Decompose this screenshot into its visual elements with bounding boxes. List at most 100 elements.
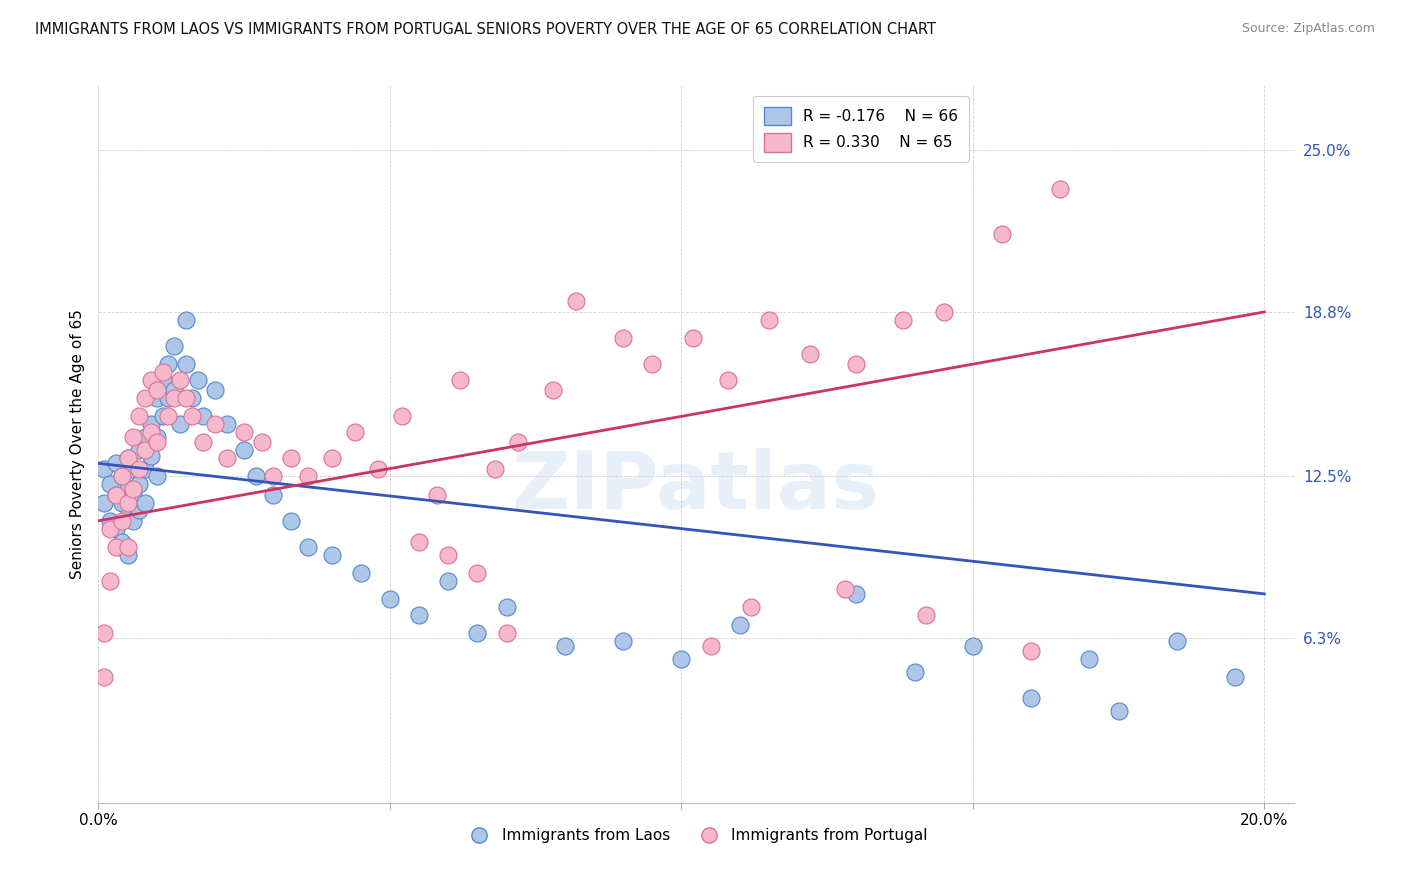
Text: IMMIGRANTS FROM LAOS VS IMMIGRANTS FROM PORTUGAL SENIORS POVERTY OVER THE AGE OF: IMMIGRANTS FROM LAOS VS IMMIGRANTS FROM … — [35, 22, 936, 37]
Immigrants from Portugal — [932, 305, 955, 319]
Immigrants from Portugal — [104, 540, 127, 554]
Immigrants from Portugal — [111, 469, 134, 483]
Immigrants from Portugal — [122, 430, 145, 444]
Immigrants from Portugal — [321, 451, 343, 466]
Immigrants from Laos — [728, 618, 751, 632]
Immigrants from Portugal — [98, 522, 121, 536]
Immigrants from Laos — [134, 495, 156, 509]
Immigrants from Laos — [233, 443, 256, 458]
Immigrants from Laos — [962, 639, 984, 653]
Immigrants from Laos — [1108, 705, 1130, 719]
Immigrants from Portugal — [565, 294, 588, 309]
Immigrants from Laos — [117, 508, 139, 523]
Immigrants from Laos — [93, 495, 115, 509]
Immigrants from Portugal — [93, 670, 115, 684]
Immigrants from Laos — [145, 430, 167, 444]
Immigrants from Laos — [321, 548, 343, 562]
Immigrants from Portugal — [180, 409, 202, 424]
Immigrants from Laos — [152, 409, 174, 424]
Immigrants from Portugal — [495, 626, 517, 640]
Immigrants from Portugal — [134, 443, 156, 458]
Immigrants from Portugal — [157, 409, 180, 424]
Immigrants from Portugal — [193, 435, 215, 450]
Immigrants from Portugal — [204, 417, 226, 432]
Immigrants from Portugal — [758, 312, 780, 326]
Immigrants from Laos — [145, 391, 167, 405]
Immigrants from Laos — [554, 639, 576, 653]
Immigrants from Laos — [262, 488, 284, 502]
Immigrants from Laos — [117, 451, 139, 466]
Immigrants from Laos — [1166, 634, 1188, 648]
Immigrants from Laos — [128, 477, 150, 491]
Immigrants from Laos — [169, 417, 191, 432]
Text: ZIPatlas: ZIPatlas — [512, 448, 880, 526]
Immigrants from Laos — [128, 503, 150, 517]
Immigrants from Portugal — [682, 331, 704, 345]
Immigrants from Laos — [378, 592, 401, 607]
Immigrants from Laos — [903, 665, 925, 680]
Immigrants from Portugal — [174, 391, 197, 405]
Immigrants from Portugal — [799, 347, 821, 361]
Immigrants from Laos — [104, 456, 127, 470]
Immigrants from Portugal — [215, 451, 238, 466]
Immigrants from Portugal — [641, 357, 664, 371]
Immigrants from Laos — [134, 461, 156, 475]
Legend: Immigrants from Laos, Immigrants from Portugal: Immigrants from Laos, Immigrants from Po… — [458, 822, 934, 849]
Immigrants from Laos — [408, 607, 430, 622]
Immigrants from Laos — [104, 488, 127, 502]
Immigrants from Laos — [612, 634, 634, 648]
Immigrants from Laos — [1078, 652, 1101, 666]
Immigrants from Laos — [152, 373, 174, 387]
Immigrants from Laos — [145, 469, 167, 483]
Immigrants from Portugal — [262, 469, 284, 483]
Immigrants from Portugal — [297, 469, 319, 483]
Immigrants from Laos — [111, 495, 134, 509]
Immigrants from Portugal — [152, 365, 174, 379]
Immigrants from Portugal — [717, 373, 740, 387]
Immigrants from Laos — [139, 417, 162, 432]
Immigrants from Laos — [1225, 670, 1247, 684]
Immigrants from Laos — [180, 391, 202, 405]
Immigrants from Laos — [280, 514, 302, 528]
Immigrants from Portugal — [280, 451, 302, 466]
Immigrants from Portugal — [163, 391, 186, 405]
Immigrants from Portugal — [845, 357, 868, 371]
Immigrants from Laos — [122, 488, 145, 502]
Immigrants from Portugal — [250, 435, 273, 450]
Immigrants from Laos — [98, 514, 121, 528]
Text: Source: ZipAtlas.com: Source: ZipAtlas.com — [1241, 22, 1375, 36]
Immigrants from Portugal — [437, 548, 460, 562]
Immigrants from Laos — [245, 469, 267, 483]
Immigrants from Portugal — [740, 599, 762, 614]
Immigrants from Laos — [174, 312, 197, 326]
Immigrants from Laos — [117, 548, 139, 562]
Immigrants from Portugal — [1049, 182, 1071, 196]
Immigrants from Portugal — [117, 451, 139, 466]
Immigrants from Portugal — [508, 435, 530, 450]
Immigrants from Laos — [297, 540, 319, 554]
Immigrants from Laos — [157, 391, 180, 405]
Immigrants from Laos — [128, 443, 150, 458]
Immigrants from Portugal — [915, 607, 938, 622]
Immigrants from Portugal — [425, 488, 447, 502]
Immigrants from Portugal — [484, 461, 506, 475]
Immigrants from Portugal — [145, 435, 167, 450]
Immigrants from Laos — [139, 449, 162, 463]
Immigrants from Portugal — [1019, 644, 1042, 658]
Immigrants from Laos — [495, 599, 517, 614]
Immigrants from Laos — [204, 383, 226, 397]
Immigrants from Portugal — [128, 409, 150, 424]
Immigrants from Laos — [174, 357, 197, 371]
Immigrants from Portugal — [122, 483, 145, 497]
Immigrants from Portugal — [233, 425, 256, 439]
Immigrants from Laos — [215, 417, 238, 432]
Immigrants from Portugal — [139, 373, 162, 387]
Immigrants from Laos — [467, 626, 489, 640]
Immigrants from Portugal — [467, 566, 489, 580]
Immigrants from Laos — [1019, 691, 1042, 706]
Immigrants from Laos — [350, 566, 373, 580]
Immigrants from Laos — [163, 339, 186, 353]
Immigrants from Portugal — [117, 540, 139, 554]
Immigrants from Laos — [193, 409, 215, 424]
Immigrants from Laos — [845, 587, 868, 601]
